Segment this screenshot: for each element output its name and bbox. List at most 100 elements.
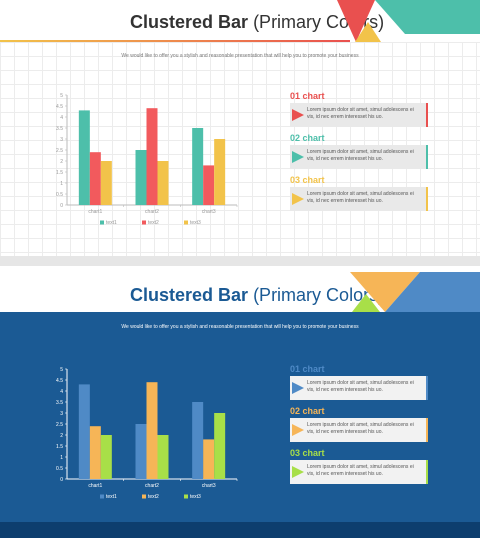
legend-swatch-text3 xyxy=(184,220,188,225)
bar-text3-chart3 xyxy=(214,413,226,479)
bar-text2-chart1 xyxy=(89,426,101,479)
title-bold: Clustered Bar xyxy=(130,285,249,305)
item-box: Lorem ipsum dolor sit amet, simul adoles… xyxy=(290,460,428,484)
item-text: Lorem ipsum dolor sit amet, simul adoles… xyxy=(307,422,414,435)
bar-text1-chart2 xyxy=(135,150,147,205)
item-box: Lorem ipsum dolor sit amet, simul adoles… xyxy=(290,187,428,211)
item-text: Lorem ipsum dolor sit amet, simul adoles… xyxy=(307,191,414,204)
page-title: Clustered Bar (Primary Colors) xyxy=(130,285,384,306)
y-tick-label: 2.5 xyxy=(56,148,63,154)
item-text: Lorem ipsum dolor sit amet, simul adoles… xyxy=(307,107,414,120)
bar-text1-chart1 xyxy=(78,384,90,479)
item-accent-bar xyxy=(426,460,428,484)
bar-text1-chart2 xyxy=(135,424,147,479)
legend-label-text1: text1 xyxy=(106,220,117,226)
arrow-right-icon xyxy=(292,193,304,205)
arrow-right-icon xyxy=(292,424,304,436)
chart-legend-panel: 01 chart Lorem ipsum dolor sit amet, sim… xyxy=(290,363,430,489)
legend-swatch-text3 xyxy=(184,494,188,499)
clustered-bar-chart: 0 0.5 1 1.5 2 2.5 3 3.5 4 4.5 5 chart1 chart2 chart3 t… xyxy=(55,90,245,226)
y-tick-label: 1.5 xyxy=(56,444,63,450)
legend-swatch-text1 xyxy=(100,220,104,225)
item-title: 02 chart xyxy=(290,133,325,143)
y-tick-label: 0 xyxy=(60,203,63,209)
item-text: Lorem ipsum dolor sit amet, simul adoles… xyxy=(307,149,414,162)
item-box: Lorem ipsum dolor sit amet, simul adoles… xyxy=(290,376,428,400)
panel-item-3: 03 chart Lorem ipsum dolor sit amet, sim… xyxy=(290,447,430,489)
y-tick-label: 0.5 xyxy=(56,466,63,472)
y-tick-label: 1 xyxy=(60,181,63,187)
y-tick-label: 2 xyxy=(60,433,63,439)
panel-item-2: 02 chart Lorem ipsum dolor sit amet, sim… xyxy=(290,132,430,174)
item-box: Lorem ipsum dolor sit amet, simul adoles… xyxy=(290,145,428,169)
y-tick-label: 3 xyxy=(60,137,63,143)
item-accent-bar xyxy=(426,145,428,169)
y-tick-label: 3.5 xyxy=(56,400,63,406)
y-tick-label: 4.5 xyxy=(56,378,63,384)
panel-item-3: 03 chart Lorem ipsum dolor sit amet, sim… xyxy=(290,174,430,216)
corner-triangles-decoration xyxy=(337,0,480,42)
y-tick-label: 3.5 xyxy=(56,126,63,132)
y-tick-label: 2.5 xyxy=(56,422,63,428)
item-text: Lorem ipsum dolor sit amet, simul adoles… xyxy=(307,464,414,477)
y-tick-label: 5 xyxy=(60,93,63,99)
bar-text2-chart1 xyxy=(89,152,101,205)
bar-text2-chart2 xyxy=(146,382,158,479)
x-tick-label: chart1 xyxy=(88,483,102,489)
item-box: Lorem ipsum dolor sit amet, simul adoles… xyxy=(290,103,428,127)
slide-2: Clustered Bar (Primary Colors) We would … xyxy=(0,272,480,538)
y-tick-label: 4 xyxy=(60,115,63,121)
x-tick-label: chart3 xyxy=(202,209,216,215)
y-tick-label: 1 xyxy=(60,455,63,461)
orange-triangle xyxy=(350,272,420,312)
legend-label-text2: text2 xyxy=(148,220,159,226)
arrow-right-icon xyxy=(292,109,304,121)
title-bold: Clustered Bar xyxy=(130,12,249,32)
y-tick-label: 2 xyxy=(60,159,63,165)
green-triangle xyxy=(352,294,380,312)
item-accent-bar xyxy=(426,376,428,400)
x-tick-label: chart1 xyxy=(88,209,102,215)
red-triangle xyxy=(337,0,375,42)
arrow-right-icon xyxy=(292,151,304,163)
bar-text3-chart2 xyxy=(157,161,169,205)
item-text: Lorem ipsum dolor sit amet, simul adoles… xyxy=(307,380,414,393)
chart-legend-panel: 01 chart Lorem ipsum dolor sit amet, sim… xyxy=(290,90,430,216)
arrow-right-icon xyxy=(292,466,304,478)
bar-text2-chart3 xyxy=(203,439,215,479)
footer-band xyxy=(0,256,480,266)
item-box: Lorem ipsum dolor sit amet, simul adoles… xyxy=(290,418,428,442)
item-title: 03 chart xyxy=(290,448,325,458)
panel-item-2: 02 chart Lorem ipsum dolor sit amet, sim… xyxy=(290,405,430,447)
subtitle: We would like to offer you a stylish and… xyxy=(121,324,359,330)
slide-1: Clustered Bar (Primary Colors) We would … xyxy=(0,0,480,266)
legend-swatch-text2 xyxy=(142,494,146,499)
bottom-band xyxy=(0,522,480,538)
item-accent-bar xyxy=(426,187,428,211)
bar-text1-chart3 xyxy=(192,402,204,479)
item-title: 03 chart xyxy=(290,175,325,185)
clustered-bar-chart: 0 0.5 1 1.5 2 2.5 3 3.5 4 4.5 5 chart1 chart2 chart3 t… xyxy=(55,364,245,500)
y-tick-label: 4.5 xyxy=(56,104,63,110)
bar-text3-chart2 xyxy=(157,435,169,479)
y-tick-label: 0.5 xyxy=(56,192,63,198)
y-tick-label: 1.5 xyxy=(56,170,63,176)
arrow-right-icon xyxy=(292,382,304,394)
subtitle: We would like to offer you a stylish and… xyxy=(121,53,359,59)
bar-text1-chart1 xyxy=(78,110,90,205)
legend-label-text2: text2 xyxy=(148,494,159,500)
item-title: 02 chart xyxy=(290,406,325,416)
x-tick-label: chart3 xyxy=(202,483,216,489)
item-title: 01 chart xyxy=(290,364,325,374)
y-tick-label: 5 xyxy=(60,367,63,373)
title-regular: (Primary Colors) xyxy=(253,285,385,305)
legend-label-text1: text1 xyxy=(106,494,117,500)
bar-text3-chart3 xyxy=(214,139,226,205)
teal-shape xyxy=(375,0,480,34)
bar-text2-chart3 xyxy=(203,165,215,205)
panel-item-1: 01 chart Lorem ipsum dolor sit amet, sim… xyxy=(290,90,430,132)
legend-swatch-text2 xyxy=(142,220,146,225)
bar-text1-chart3 xyxy=(192,128,204,205)
